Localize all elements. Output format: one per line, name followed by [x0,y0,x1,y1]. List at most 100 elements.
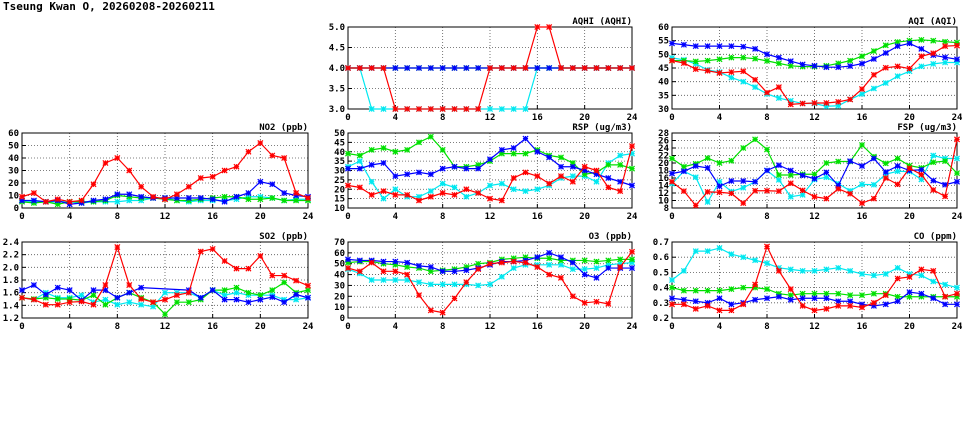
data-point [740,144,747,152]
data-point [257,292,264,299]
data-point [269,287,276,294]
data-point [569,173,576,180]
data-point [498,146,505,153]
data-point [942,193,949,200]
data-point [463,263,470,270]
data-point [740,284,747,291]
data-point [221,296,228,303]
data-point [882,168,889,176]
data-point [882,270,889,277]
data-point [716,43,723,50]
data-point [475,266,482,273]
y-tick-label: 35 [658,91,669,101]
data-point [847,190,854,197]
panel-title: AQHI (AQHI) [572,17,632,27]
data-point [463,64,470,72]
data-point [906,68,913,75]
x-tick-label: 24 [627,322,638,332]
y-tick-label: 16 [658,174,669,184]
x-tick-label: 4 [67,212,73,222]
panel-title: NO2 (ppb) [259,123,308,133]
data-point [161,296,169,303]
data-point [787,296,794,303]
data-point [617,263,624,270]
data-point [173,194,180,202]
x-tick-label: 8 [115,322,120,332]
data-point [463,105,470,113]
y-tick-label: 10 [334,303,345,313]
data-point [522,150,529,157]
data-point [486,195,494,202]
y-tick-label: 2.0 [3,263,19,273]
data-point [918,63,925,70]
x-tick-label: 12 [809,212,820,222]
y-tick-label: 0 [14,204,19,214]
data-point [906,273,913,280]
data-point [942,43,949,50]
data-point [569,159,576,167]
data-point [704,57,711,64]
data-point [811,307,818,314]
data-point [221,287,228,294]
data-point [787,62,794,69]
data-point [668,284,676,291]
x-tick-label: 8 [764,322,769,332]
data-point [628,165,636,172]
data-point [894,43,901,50]
data-point [680,267,687,274]
x-tick-label: 8 [440,322,445,332]
data-point [126,197,133,204]
series-cyan [668,245,961,291]
data-point [716,159,723,167]
data-point [847,57,854,64]
data-point [953,178,961,185]
data-point [942,181,949,188]
data-point [799,267,806,274]
x-tick-label: 0 [345,113,350,123]
data-point [787,97,794,104]
data-point [439,268,446,275]
data-point [510,265,517,272]
data-point [835,302,842,309]
data-point [356,268,363,275]
data-point [775,264,782,271]
x-tick-label: 16 [857,113,868,123]
data-point [463,165,470,172]
data-point [581,64,588,72]
data-point [185,183,192,190]
data-point [930,159,937,166]
y-tick-label: 40 [334,148,345,158]
data-point [882,49,889,56]
data-point [368,191,375,198]
data-point [894,181,901,188]
data-point [102,287,109,294]
data-point [522,135,529,142]
x-tick-label: 0 [345,322,350,332]
data-point [953,42,961,49]
data-point [173,191,180,198]
data-point [102,282,109,289]
data-point [126,167,133,174]
data-point [138,295,145,303]
data-point [245,299,252,306]
y-tick-label: 60 [658,23,669,33]
data-point [475,189,482,197]
data-point [486,64,494,72]
data-point [617,152,624,159]
data-point [858,141,866,149]
data-point [475,282,482,289]
data-point [380,159,387,167]
data-point [392,173,399,180]
data-point [209,287,216,294]
data-point [404,271,411,278]
y-tick-label: 10 [8,192,19,202]
series-green [668,284,961,300]
data-point [569,163,576,170]
data-point [930,50,937,57]
data-point [557,261,565,268]
data-point [245,289,252,296]
data-point [763,57,771,64]
data-point [344,256,352,263]
data-point [221,257,228,265]
data-point [593,274,600,281]
